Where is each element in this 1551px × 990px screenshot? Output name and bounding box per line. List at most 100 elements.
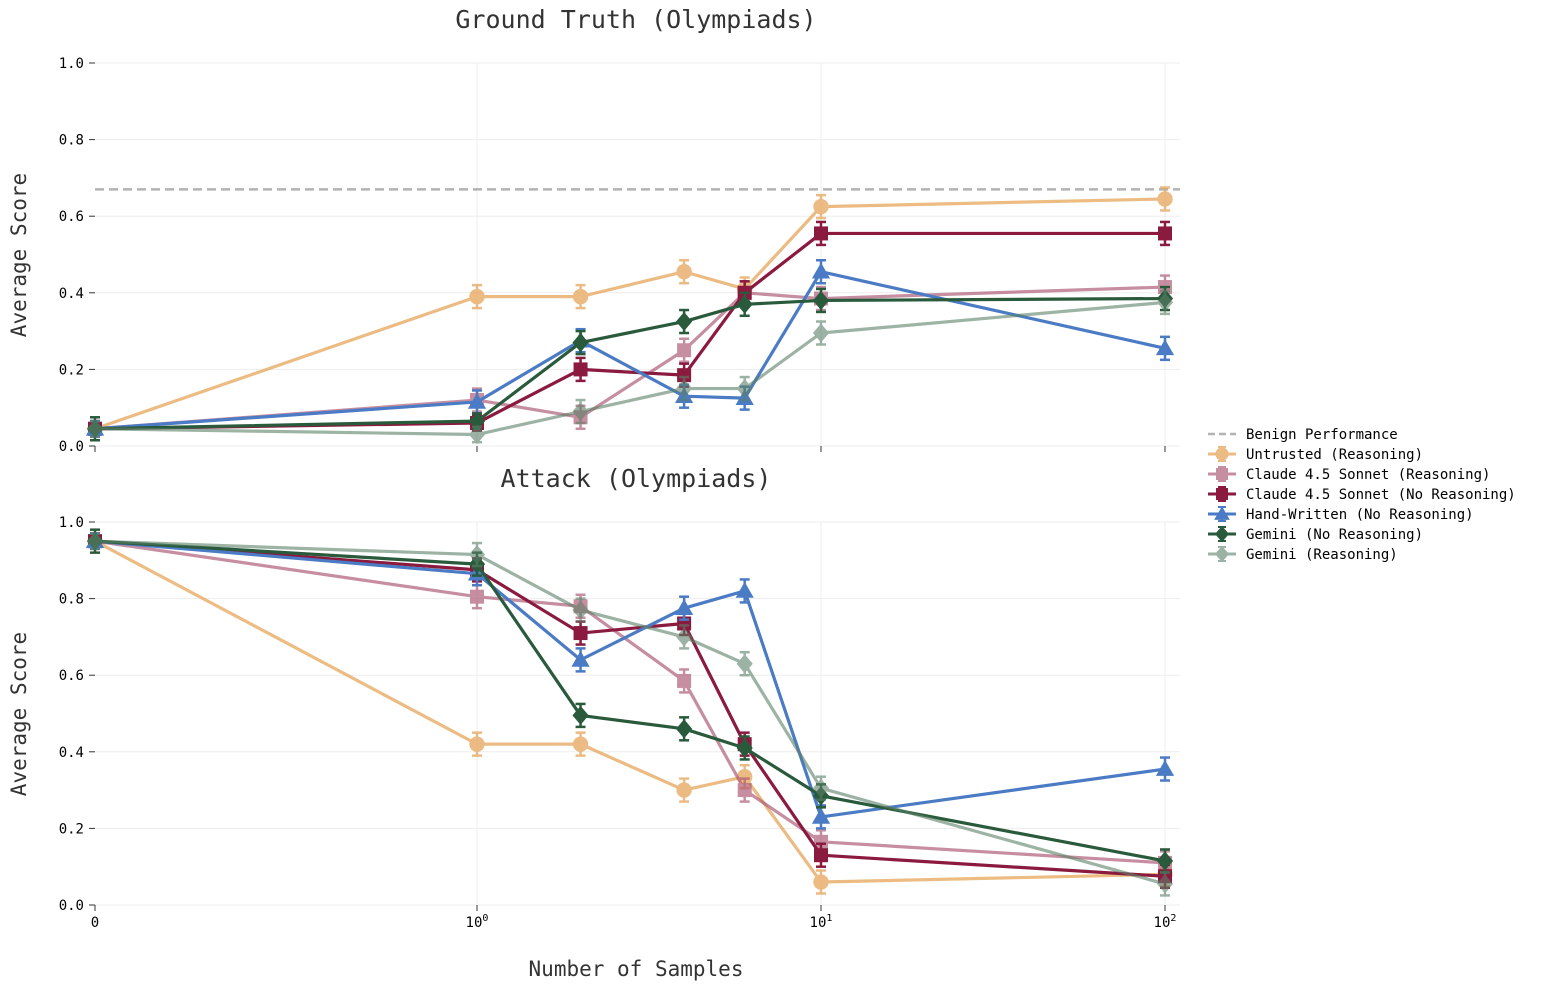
bottom-chart-title: Attack (Olympiads) (501, 464, 772, 493)
legend-marker (1216, 488, 1228, 500)
top-series-gemini-reasoning (86, 289, 1174, 445)
legend-marker (1215, 525, 1229, 543)
top-y-tick-label: 0.6 (59, 209, 84, 225)
data-point (677, 368, 692, 383)
legend-item (1208, 506, 1236, 522)
top-y-tick-label: 0.0 (59, 439, 84, 455)
data-point (572, 705, 589, 725)
data-point (572, 736, 589, 752)
top-plot-area: 0.0 0.2 0.4 0.6 0.8 1.0 (59, 56, 1180, 455)
data-point (811, 262, 831, 279)
data-point (676, 264, 692, 280)
x-tick-label: 0 (91, 915, 99, 931)
bottom-y-tick-label: 1.0 (59, 515, 84, 531)
data-point (573, 362, 588, 377)
data-point (676, 719, 693, 739)
bottom-series-claude-4-5-sonnet-no-reasoning (88, 532, 1172, 890)
legend-label: Claude 4.5 Sonnet (Reasoning) (1246, 467, 1490, 483)
data-point (468, 411, 486, 431)
bottom-series-line (94, 539, 1166, 819)
legend-marker (1216, 468, 1228, 480)
bottom-y-tick-label: 0.0 (59, 898, 84, 914)
data-point (86, 419, 104, 439)
legend-item (1208, 545, 1236, 563)
data-point (572, 288, 589, 305)
bottom-y-tick-label: 0.8 (59, 592, 84, 608)
data-point (676, 782, 692, 798)
top-y-axis-label: Average Score (7, 173, 31, 337)
data-point (676, 379, 693, 399)
top-series-line (94, 285, 1166, 431)
top-y-tick-label: 1.0 (59, 56, 84, 72)
data-point (1156, 874, 1174, 894)
bottom-series-gemini-no-reasoning (86, 528, 1174, 874)
data-point (676, 627, 693, 647)
bottom-y-tick-label: 0.2 (59, 821, 84, 837)
legend-item (1208, 466, 1236, 482)
bottom-y-tick-label: 0.4 (59, 745, 84, 761)
bottom-plot-area: 0.0 0.2 0.4 0.6 0.8 1.0 0 100 101 102 (59, 515, 1180, 931)
legend-marker (1215, 545, 1229, 563)
data-point (468, 545, 486, 565)
data-point (814, 848, 828, 863)
bottom-y-tick-label: 0.6 (59, 668, 84, 684)
data-point (676, 312, 693, 332)
bottom-series-gemini-reasoning (86, 531, 1174, 897)
data-point (736, 738, 753, 758)
data-point (677, 673, 692, 688)
legend-label: Gemini (No Reasoning) (1246, 527, 1423, 543)
data-point (812, 290, 830, 310)
bottom-series-hand-written-no-reasoning (85, 532, 1175, 830)
top-y-tick-label: 0.8 (59, 133, 84, 149)
data-point (469, 288, 485, 305)
data-point (470, 589, 484, 604)
legend-label: Untrusted (Reasoning) (1246, 447, 1423, 463)
data-point (1156, 292, 1174, 312)
data-point (572, 333, 589, 353)
x-tick-label: 102 (1154, 913, 1177, 931)
data-point (814, 226, 828, 241)
data-point (735, 581, 754, 598)
legend-label: Gemini (Reasoning) (1246, 547, 1398, 563)
data-point (812, 323, 830, 343)
legend-label: Claude 4.5 Sonnet (No Reasoning) (1246, 487, 1516, 503)
legend-marker (1215, 447, 1229, 461)
data-point (811, 807, 831, 824)
top-series-hand-written-no-reasoning (85, 258, 1175, 438)
data-point (736, 379, 753, 399)
bottom-series-line (94, 539, 1166, 886)
legend-item (1208, 446, 1236, 462)
top-y-tick-label: 0.4 (59, 286, 84, 302)
bottom-series-claude-4-5-sonnet-reasoning (88, 532, 1172, 876)
legend-marker (1214, 506, 1230, 520)
data-point (1156, 851, 1174, 871)
top-y-tick-label: 0.2 (59, 362, 84, 378)
data-point (571, 650, 590, 667)
x-axis-label: Number of Samples (529, 957, 744, 981)
data-point (572, 600, 589, 620)
bottom-series-line (94, 539, 1166, 865)
legend: Benign Performance Untrusted (Reasoning) C… (1208, 427, 1516, 563)
data-point (572, 402, 589, 422)
top-chart-title: Ground Truth (Olympiads) (455, 5, 816, 34)
legend-label: Hand-Written (No Reasoning) (1246, 507, 1474, 523)
data-point (813, 874, 829, 890)
data-point (675, 599, 694, 615)
data-point (736, 654, 753, 674)
data-point (573, 626, 588, 641)
top-series-claude-4-5-sonnet-no-reasoning (88, 220, 1172, 438)
bottom-series-line (94, 539, 1166, 863)
data-point (469, 736, 485, 752)
data-point (736, 294, 753, 314)
data-point (1158, 226, 1172, 241)
data-point (1157, 191, 1173, 207)
legend-label: Benign Performance (1246, 427, 1398, 443)
data-point (677, 343, 692, 358)
data-point (1155, 759, 1175, 776)
x-tick-label: 101 (810, 913, 833, 931)
bottom-series-line (94, 539, 1166, 878)
data-point (467, 392, 487, 409)
data-point (86, 531, 104, 551)
data-point (737, 783, 752, 798)
